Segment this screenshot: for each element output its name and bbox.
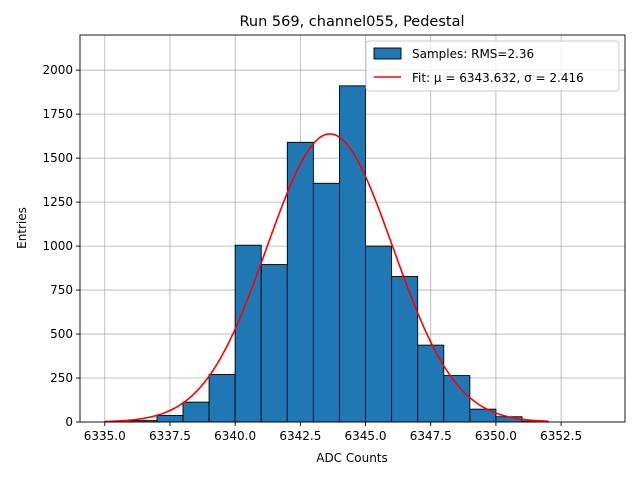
y-tick-label: 250 <box>50 371 73 385</box>
y-tick-label: 750 <box>50 283 73 297</box>
histogram-bar <box>208 374 236 423</box>
y-tick-label: 0 <box>65 415 73 429</box>
histogram-bars <box>104 85 549 423</box>
fit-curve <box>104 133 549 423</box>
x-tick-label: 6352.5 <box>540 429 582 443</box>
x-tick-label: 6350.0 <box>475 429 517 443</box>
histogram-bar <box>443 375 471 423</box>
histogram-bar <box>391 276 419 423</box>
y-tick-label: 500 <box>50 327 73 341</box>
y-axis-ticks: 0 250 500 750 1000 1250 1500 1750 2000 <box>42 63 80 429</box>
y-axis-label: Entries <box>15 207 29 249</box>
histogram-bar <box>339 85 366 423</box>
legend-box <box>365 40 620 92</box>
legend-swatch-samples <box>373 47 402 60</box>
histogram-bar <box>417 344 445 423</box>
x-tick-label: 6335.0 <box>84 429 126 443</box>
histogram-bar <box>312 182 340 423</box>
histogram-bar <box>156 415 184 423</box>
x-tick-label: 6347.5 <box>410 429 452 443</box>
x-axis-label: ADC Counts <box>316 451 388 465</box>
x-tick-label: 6345.0 <box>345 429 387 443</box>
x-tick-label: 6337.5 <box>149 429 191 443</box>
histogram-bar <box>260 264 288 423</box>
legend-label-samples: Samples: RMS=2.36 <box>412 47 534 61</box>
y-tick-label: 1250 <box>42 195 73 209</box>
legend: Samples: RMS=2.36 Fit: μ = 6343.632, σ =… <box>365 40 620 92</box>
y-tick-label: 1750 <box>42 107 73 121</box>
chart-title: Run 569, channel055, Pedestal <box>239 14 464 30</box>
y-tick-label: 1500 <box>42 151 73 165</box>
y-tick-label: 2000 <box>42 63 73 77</box>
x-tick-label: 6340.0 <box>214 429 256 443</box>
x-tick-label: 6342.5 <box>279 429 321 443</box>
x-axis-ticks: 6335.0 6337.5 6340.0 6342.5 6345.0 6347.5 6350… <box>84 422 582 443</box>
histogram-bar <box>365 245 393 423</box>
legend-label-fit: Fit: μ = 6343.632, σ = 2.416 <box>412 71 584 85</box>
plot-frame <box>79 34 626 423</box>
y-tick-label: 1000 <box>42 239 73 253</box>
histogram-bar <box>182 401 210 423</box>
